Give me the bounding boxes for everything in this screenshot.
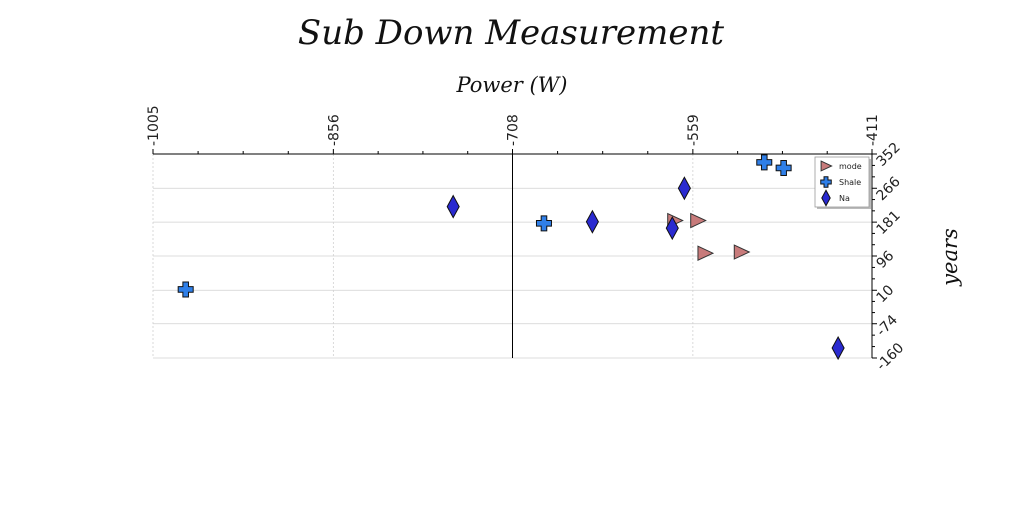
point-shale [775,159,792,176]
legend-marker-shale [820,176,832,188]
x-axis-label: Power (W) [455,73,567,97]
point-shale [535,215,552,232]
y-tick-label: 96 [874,248,898,272]
point-shale [177,281,194,298]
point-na [446,194,460,219]
y-tick-label: 266 [874,174,904,204]
x-tick-label: -559 [686,114,702,146]
legend-label-mode: mode [839,162,862,171]
y-tick-label: -160 [874,340,908,374]
legend-marker-na [821,189,831,207]
point-na [831,335,845,361]
y-tick-label: -74 [874,312,902,340]
point-mode [733,244,751,260]
data-points [177,154,845,361]
tick-labels: -1005 -856 -708 -559 -4113522661819610-74-16… [146,105,907,374]
point-mode [697,245,715,261]
axes [152,149,877,359]
legend: mode Shale Na [814,156,871,209]
x-tick-label: -1005 [146,105,162,146]
legend-label-shale: Shale [839,178,861,187]
point-na [585,209,599,234]
y-tick-label: 10 [874,282,898,306]
y-tick-label: 181 [874,208,904,238]
legend-label-na: Na [839,194,850,203]
chart-title: Sub Down Measurement [298,13,724,53]
x-tick-label: -708 [506,114,522,146]
point-mode [690,212,707,229]
point-shale [756,154,773,171]
legend-marker-mode [820,160,833,172]
point-na [677,176,691,201]
x-tick-label: -856 [326,114,342,146]
x-tick-label: -411 [865,114,881,146]
point-na [665,216,679,241]
y-axis-label: years [938,228,962,287]
